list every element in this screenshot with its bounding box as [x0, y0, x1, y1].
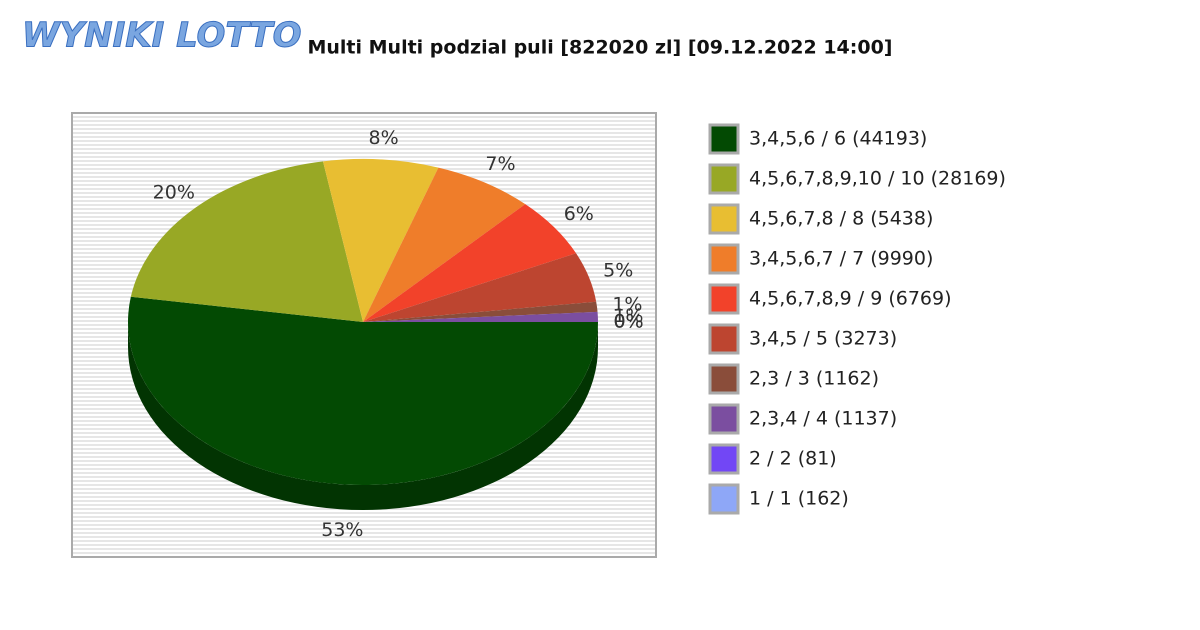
legend-swatch: [708, 323, 740, 355]
value-label: 53%: [321, 519, 363, 541]
value-label: 6%: [564, 203, 594, 225]
legend-label: 4,5,6,7,8,9,10 / 10 (28169): [749, 168, 1006, 190]
slice: [127, 296, 598, 485]
slice: [363, 167, 526, 322]
legend-label: 3,4,5 / 5 (3273): [749, 328, 897, 350]
value-label: 0%: [613, 311, 643, 333]
legend-swatch: [708, 243, 740, 275]
slice: [130, 161, 363, 322]
legend-label: 2 / 2 (81): [749, 448, 837, 470]
value-label: 5%: [603, 260, 633, 282]
slice: [363, 253, 597, 322]
legend-swatch: [708, 443, 740, 475]
slice: [363, 301, 598, 322]
legend-label: 4,5,6,7,8 / 8 (5438): [749, 208, 933, 230]
legend-label: 3,4,5,6,7 / 7 (9990): [749, 248, 933, 270]
legend-swatch: [708, 163, 740, 195]
slice: [322, 159, 439, 322]
chart-title: Multi Multi podzial puli [822020 zl] [09…: [307, 37, 892, 59]
legend: 3,4,5,6 / 6 (44193) 4,5,6,7,8,9,10 / 10 (…: [708, 123, 1006, 515]
legend-swatch: [708, 363, 740, 395]
pie: 53%20%8%7%6%5%1%1%0%0%: [127, 127, 644, 541]
slice: [363, 311, 598, 322]
value-label: 1%: [612, 293, 642, 315]
slice: [363, 204, 577, 322]
logo[interactable]: WYNIKI LOTTO: [22, 15, 303, 56]
legend-label: 4,5,6,7,8,9 / 9 (6769): [749, 288, 952, 310]
legend-label: 3,4,5,6 / 6 (44193): [749, 128, 927, 150]
legend-label: 2,3,4 / 4 (1137): [749, 408, 897, 430]
value-label: 8%: [369, 127, 399, 149]
legend-label: 1 / 1 (162): [749, 488, 849, 510]
value-label: 7%: [485, 153, 515, 175]
legend-swatch: [708, 483, 740, 515]
legend-swatch: [708, 203, 740, 235]
legend-label: 2,3 / 3 (1162): [749, 368, 879, 390]
value-label: 20%: [153, 181, 195, 203]
legend-swatch: [708, 283, 740, 315]
legend-swatch: [708, 403, 740, 435]
value-label: 1%: [613, 305, 643, 327]
legend-swatch: [708, 123, 740, 155]
value-label: 0%: [613, 311, 643, 333]
